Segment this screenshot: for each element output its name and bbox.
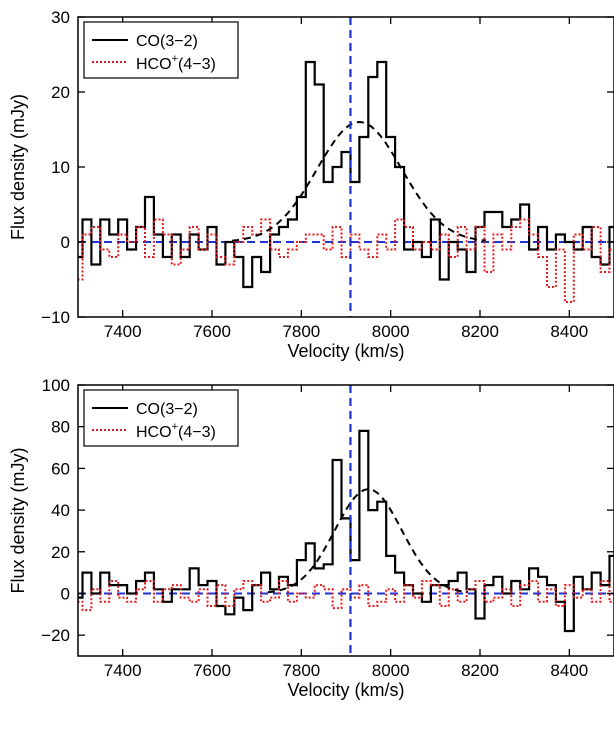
x-tick-label: 8400 (550, 661, 588, 680)
chart-panel-1: 7400 7600 7800 8000 8200 8400 −10 0 10 20 30 Veloci… (8, 8, 614, 361)
x-tick-label: 7400 (104, 661, 142, 680)
y-axis-label: Flux density (mJy) (8, 447, 28, 593)
legend: CO(3−2) HCO+(4−3) (83, 389, 239, 447)
y-tick-label: 30 (51, 8, 70, 27)
x-tick-label: 7400 (104, 322, 142, 341)
legend-box (83, 21, 239, 79)
y-tick-label: 60 (51, 459, 70, 478)
legend-label-co: CO(3−2) (136, 33, 198, 50)
x-tick-label: 7600 (193, 661, 231, 680)
y-tick-label: 80 (51, 418, 70, 437)
y-tick-label: 20 (51, 543, 70, 562)
legend-label-hco: HCO+(4−3) (136, 53, 216, 73)
y-tick-label: 0 (61, 584, 70, 603)
y-tick-label: −10 (41, 308, 70, 327)
x-tick-label: 8200 (461, 322, 499, 341)
y-tick-label: 0 (61, 233, 70, 252)
x-tick-label: 8400 (550, 322, 588, 341)
y-tick-label: −20 (41, 626, 70, 645)
y-axis-label: Flux density (mJy) (8, 94, 28, 240)
chart-panel-2: 7400 7600 7800 8000 8200 8400 −20 0 20 40 60 80 100 V… (8, 376, 614, 700)
legend-box (83, 389, 239, 447)
gaussian-fit-curve (231, 120, 486, 242)
y-tick-label: 20 (51, 83, 70, 102)
plot-area (78, 17, 614, 317)
legend-label-hco: HCO+(4−3) (136, 421, 216, 441)
x-axis-label: Velocity (km/s) (287, 680, 404, 700)
series-co-line (78, 60, 614, 289)
y-tick-label: 10 (51, 158, 70, 177)
x-tick-label: 7800 (282, 322, 320, 341)
series-hco-line (78, 580, 614, 612)
x-axis-label: Velocity (km/s) (287, 341, 404, 361)
legend-label-co: CO(3−2) (136, 401, 198, 418)
y-tick-label: 40 (51, 501, 70, 520)
plot-area (78, 385, 614, 656)
x-tick-label: 8200 (461, 661, 499, 680)
plot-frame (77, 384, 614, 657)
x-tick-label: 8000 (372, 322, 410, 341)
legend: CO(3−2) HCO+(4−3) (83, 21, 239, 79)
y-tick-label: 100 (42, 376, 70, 395)
x-tick-label: 7600 (193, 322, 231, 341)
x-tick-label: 7800 (282, 661, 320, 680)
x-tick-label: 8000 (372, 661, 410, 680)
gaussian-fit-curve (267, 488, 469, 594)
